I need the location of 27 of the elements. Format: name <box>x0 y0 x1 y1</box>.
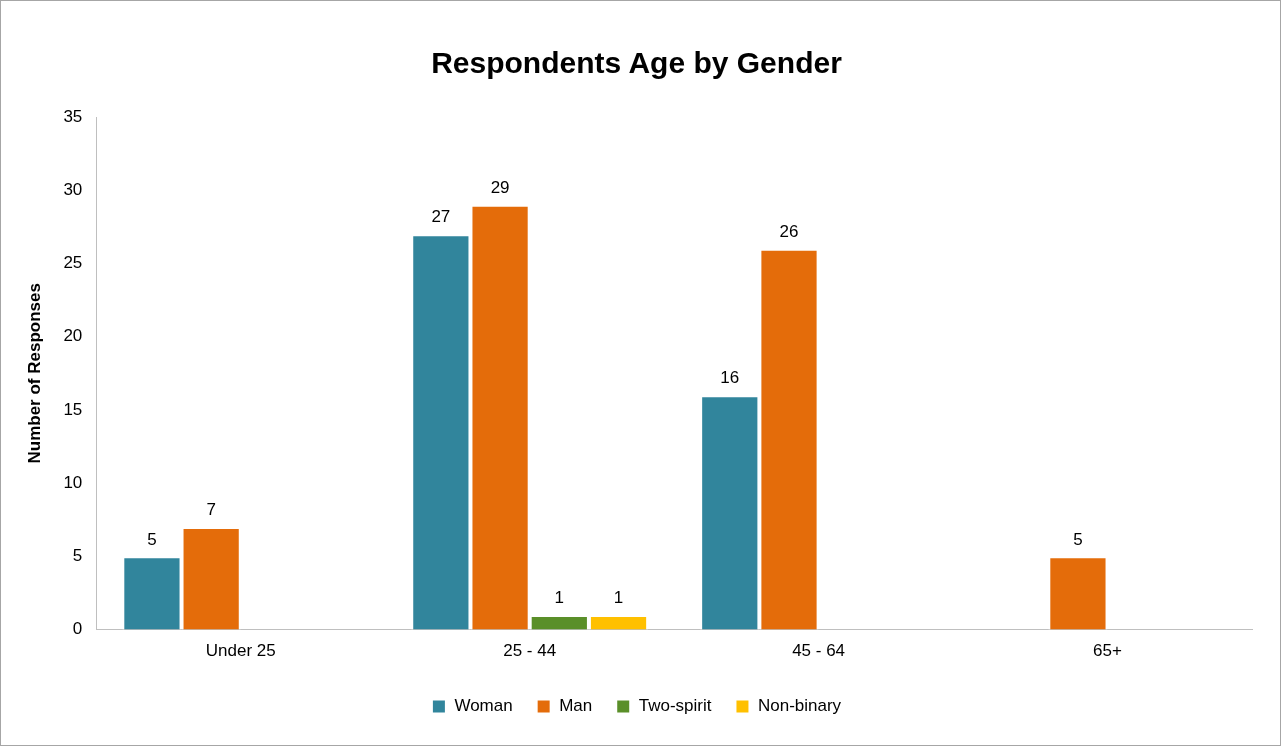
y-axis-title: Number of Responses <box>24 283 44 464</box>
legend-label: Two-spirit <box>638 696 712 716</box>
chart-title: Respondents Age by Gender <box>431 46 843 80</box>
data-label: 1 <box>613 588 624 608</box>
legend-label: Non-binary <box>757 696 842 716</box>
y-tick-label: 20 <box>63 326 83 346</box>
x-tick-label: 25 - 44 <box>503 641 557 661</box>
y-tick-label: 0 <box>72 619 83 639</box>
legend-label: Woman <box>454 696 513 716</box>
y-tick-label: 25 <box>63 253 83 273</box>
y-tick-label: 10 <box>63 472 83 492</box>
data-label: 5 <box>147 529 157 549</box>
y-tick-label: 5 <box>72 546 83 566</box>
y-tick-label: 15 <box>63 399 83 419</box>
data-label: 29 <box>490 178 510 198</box>
x-tick-label: Under 25 <box>205 641 276 661</box>
x-tick-label: 65+ <box>1093 641 1123 661</box>
data-label: 1 <box>554 588 565 608</box>
legend-label: Man <box>559 696 593 716</box>
x-tick-label: 45 - 64 <box>792 641 846 661</box>
y-tick-label: 30 <box>63 179 83 199</box>
data-label: 7 <box>206 500 216 520</box>
y-tick-label: 35 <box>63 106 83 126</box>
data-label: 27 <box>431 207 451 227</box>
data-label: 26 <box>779 222 799 241</box>
data-label: 16 <box>720 368 740 388</box>
data-label: 5 <box>1073 529 1083 549</box>
